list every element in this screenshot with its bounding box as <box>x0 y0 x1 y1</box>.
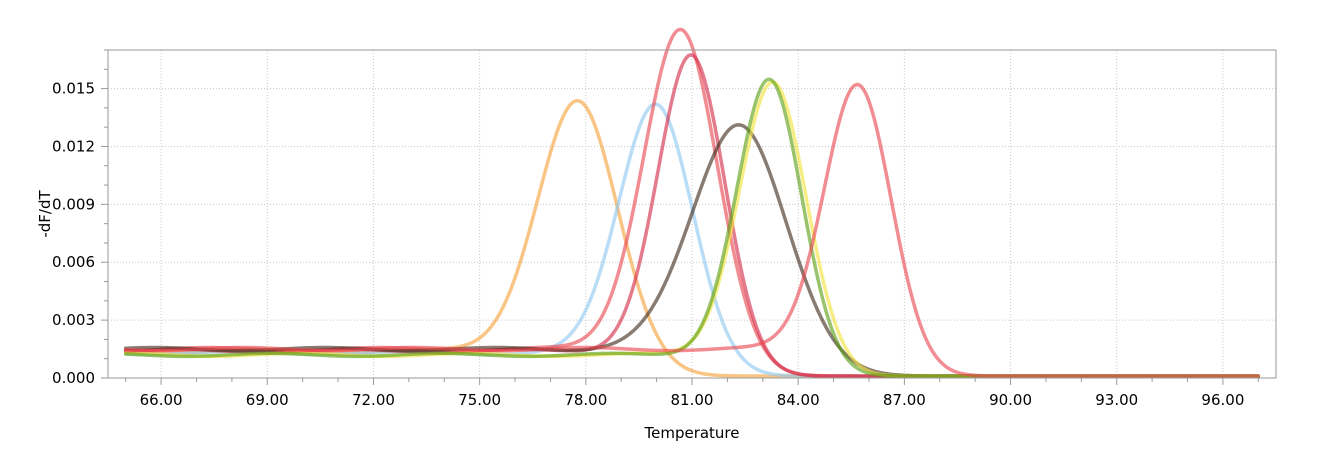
x-axis-title: Temperature <box>643 424 739 442</box>
x-tick-label: 75.00 <box>458 391 501 409</box>
x-tick-label: 78.00 <box>564 391 607 409</box>
y-axis-ticks: 0.000 0.003 0.006 0.009 0.012 0.015 <box>52 80 95 387</box>
x-tick-label: 96.00 <box>1201 391 1244 409</box>
y-tick-label: 0.009 <box>52 195 95 213</box>
melt-curve-series-8 <box>123 82 1261 378</box>
x-tick-label: 72.00 <box>352 391 395 409</box>
x-tick-label: 84.00 <box>777 391 820 409</box>
x-tick-label: 87.00 <box>883 391 926 409</box>
y-tick-label: 0.006 <box>52 253 95 271</box>
y-tick-label: 0.015 <box>52 80 95 98</box>
y-tick-label: 0.000 <box>52 369 95 387</box>
y-tick-label: 0.012 <box>52 137 95 155</box>
series-curves <box>123 27 1261 378</box>
y-axis-title: -dF/dT <box>36 190 54 238</box>
y-tick-label: 0.003 <box>52 311 95 329</box>
x-tick-label: 69.00 <box>246 391 289 409</box>
x-axis-ticks: 66.00 69.00 72.00 75.00 78.00 81.00 84.00 87.00… <box>140 391 1245 409</box>
x-tick-label: 90.00 <box>989 391 1032 409</box>
grid-lines <box>108 50 1276 378</box>
x-tick-label: 93.00 <box>1095 391 1138 409</box>
x-tick-label: 81.00 <box>671 391 714 409</box>
axes <box>101 49 1276 385</box>
x-tick-label: 66.00 <box>140 391 183 409</box>
